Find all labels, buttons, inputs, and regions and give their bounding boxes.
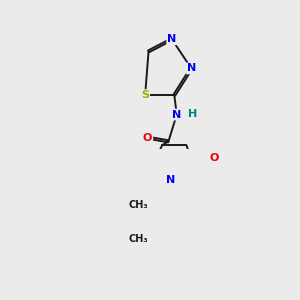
Text: N: N	[172, 110, 182, 120]
Text: N: N	[187, 63, 196, 74]
Text: S: S	[141, 90, 149, 100]
Text: O: O	[143, 133, 152, 143]
Text: H: H	[188, 109, 197, 118]
Text: N: N	[166, 175, 176, 185]
Text: CH₃: CH₃	[129, 234, 148, 244]
Text: O: O	[210, 153, 219, 163]
Text: N: N	[167, 34, 176, 44]
Text: CH₃: CH₃	[128, 200, 148, 210]
